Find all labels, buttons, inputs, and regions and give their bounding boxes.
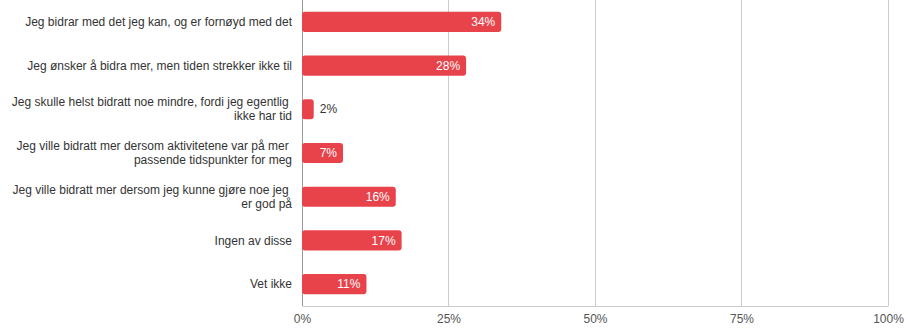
bar <box>302 56 466 76</box>
data-label: 34% <box>471 15 495 29</box>
axis-line <box>303 306 889 307</box>
y-axis: Jeg bidrar med det jeg kan, og er fornøy… <box>12 15 293 291</box>
tick-label: 50% <box>583 312 607 326</box>
data-label: 2% <box>320 102 338 116</box>
category-label: Jeg bidrar med det jeg kan, og er fornøy… <box>25 15 292 29</box>
tick: 50% <box>583 306 607 326</box>
category-label: Jeg ville bidratt mer dersom jeg kunne g… <box>13 183 293 211</box>
category-label: Jeg skulle helst bidratt noe mindre, for… <box>12 95 292 123</box>
tick: 25% <box>437 306 461 326</box>
tick-label: 0% <box>294 312 312 326</box>
chart: 0% 25% 50% 75% 100% Jeg bidrar med det jeg ka… <box>0 0 908 328</box>
bar <box>302 143 343 163</box>
grid-line <box>741 0 742 306</box>
grid-line <box>448 0 449 306</box>
tick: 0% <box>294 306 312 326</box>
data-label: 17% <box>372 234 396 248</box>
grid <box>302 0 888 306</box>
grid-line <box>595 0 596 306</box>
bars <box>302 12 501 294</box>
tick: 75% <box>730 306 754 326</box>
bar <box>302 274 366 294</box>
grid-line <box>888 0 889 306</box>
bar <box>302 187 396 207</box>
x-axis: 0% 25% 50% 75% 100% <box>294 306 904 326</box>
category-label: Jeg ville bidratt mer dersom aktiviteten… <box>17 139 292 167</box>
tick-label: 75% <box>730 312 754 326</box>
category-label: Ingen av disse <box>215 234 293 248</box>
data-labels: 34% 28% 2% 7% 16% 17% 11% <box>320 15 496 291</box>
category-label: Jeg ønsker å bidra mer, men tiden strekk… <box>27 59 292 73</box>
bar <box>302 230 402 250</box>
data-label: 11% <box>337 277 360 291</box>
data-label: 7% <box>320 146 338 160</box>
bar <box>302 12 501 32</box>
data-label: 28% <box>436 59 460 73</box>
data-label: 16% <box>366 190 390 204</box>
category-label: Vet ikke <box>250 277 292 291</box>
tick: 100% <box>873 306 904 326</box>
bar <box>302 99 314 119</box>
tick-label: 25% <box>437 312 461 326</box>
tick-label: 100% <box>873 312 904 326</box>
